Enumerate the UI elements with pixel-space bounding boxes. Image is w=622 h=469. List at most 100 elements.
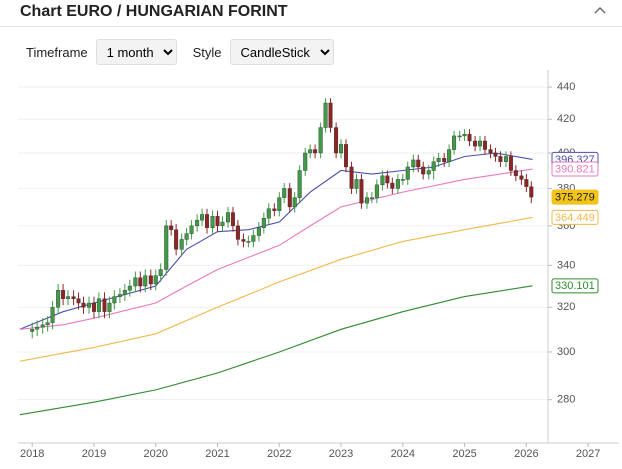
candle-body	[426, 170, 431, 175]
candle-body	[431, 161, 436, 171]
candle-body	[230, 212, 235, 227]
candle-body	[158, 269, 163, 276]
style-select[interactable]: CandleStick	[229, 39, 334, 65]
candle-body	[349, 166, 354, 189]
candle-body	[364, 197, 369, 204]
candle-body	[400, 179, 405, 181]
candle-body	[519, 175, 524, 180]
collapse-icon[interactable]	[594, 5, 606, 15]
candle-body	[148, 275, 153, 285]
x-tick-label: 2027	[576, 448, 600, 460]
ma-line	[19, 216, 533, 362]
ma-line	[19, 285, 533, 416]
candle-body	[81, 302, 86, 308]
last-value-label-box	[551, 278, 599, 294]
candle-body	[374, 184, 379, 198]
chart-title: Chart EURO / HUNGARIAN FORINT	[20, 3, 288, 20]
candle-body	[195, 219, 200, 227]
candle-body	[395, 179, 400, 189]
candle-body	[50, 307, 55, 323]
candle-body	[339, 144, 344, 154]
y-tick-label: 280	[557, 394, 575, 406]
candle-body	[529, 186, 534, 198]
candle-body	[328, 102, 333, 128]
candle-body	[457, 135, 462, 138]
candle-body	[297, 170, 302, 198]
candle-body	[117, 294, 122, 297]
candle-body	[405, 166, 410, 180]
candle-body	[359, 179, 364, 204]
candle-body	[226, 212, 231, 223]
candle-body	[266, 208, 271, 219]
candle-body	[467, 134, 472, 142]
candle-body	[277, 197, 282, 211]
x-tick-label: 2023	[329, 448, 353, 460]
candle-body	[323, 102, 328, 128]
candle-body	[493, 152, 498, 157]
y-tick-label: 420	[557, 113, 575, 125]
candle-body	[390, 182, 395, 189]
candle-body	[179, 239, 184, 250]
last-value-label: 364.449	[555, 212, 595, 224]
candle-body	[343, 144, 348, 168]
candle-body	[220, 221, 225, 227]
timeframe-select[interactable]: 1 month	[95, 39, 177, 65]
candle-body	[184, 233, 189, 240]
candle-body	[205, 214, 210, 228]
candle-body	[524, 179, 529, 187]
candle-body	[35, 326, 40, 330]
x-tick-label: 2019	[82, 448, 106, 460]
timeframe-label: Timeframe	[26, 44, 88, 60]
candle-body	[287, 188, 292, 208]
candle-body	[482, 140, 487, 150]
candle-body	[303, 152, 308, 171]
candle-body	[369, 197, 374, 199]
candle-body	[256, 227, 261, 236]
candle-body	[442, 158, 447, 162]
x-tick-label: 2021	[205, 448, 229, 460]
candle-body	[164, 225, 169, 270]
candle-body	[452, 135, 457, 150]
candle-body	[153, 275, 158, 285]
candle-body	[127, 285, 132, 291]
candle-body	[354, 179, 359, 189]
last-value-label: 330.101	[555, 280, 595, 292]
header: Chart EURO / HUNGARIAN FORINT	[0, 0, 622, 27]
last-price-label-box	[551, 189, 599, 205]
candle-body	[308, 149, 313, 154]
candle-body	[313, 149, 318, 154]
candle-body	[107, 302, 112, 312]
candle-body	[478, 140, 483, 147]
candle-body	[102, 298, 107, 312]
candle-body	[189, 225, 194, 234]
candle-body	[385, 175, 390, 184]
candle-body	[138, 277, 143, 287]
x-tick-label: 2022	[267, 448, 291, 460]
candle-body	[169, 225, 174, 230]
style-label: Style	[192, 44, 222, 60]
ma-line	[19, 168, 533, 330]
candle-body	[30, 329, 35, 332]
candle-body	[215, 216, 220, 227]
candle-body	[122, 290, 127, 295]
candle-body	[416, 159, 421, 168]
candle-body	[71, 296, 76, 299]
x-tick-label: 2018	[20, 448, 44, 460]
candle-body	[318, 127, 323, 154]
candle-body	[462, 134, 467, 137]
candle-body	[45, 322, 50, 326]
candle-body	[76, 298, 81, 304]
y-tick-label: 340	[557, 259, 575, 271]
candle-body	[235, 225, 240, 240]
candle-body	[380, 175, 385, 186]
candle-body	[436, 158, 441, 162]
candle-body	[498, 156, 503, 162]
candle-body	[246, 241, 251, 243]
candle-body	[200, 214, 205, 221]
y-tick-label: 440	[557, 81, 575, 93]
candle-body	[251, 235, 256, 242]
candle-body	[241, 239, 246, 242]
candle-body	[447, 149, 452, 162]
candle-body	[261, 218, 266, 228]
